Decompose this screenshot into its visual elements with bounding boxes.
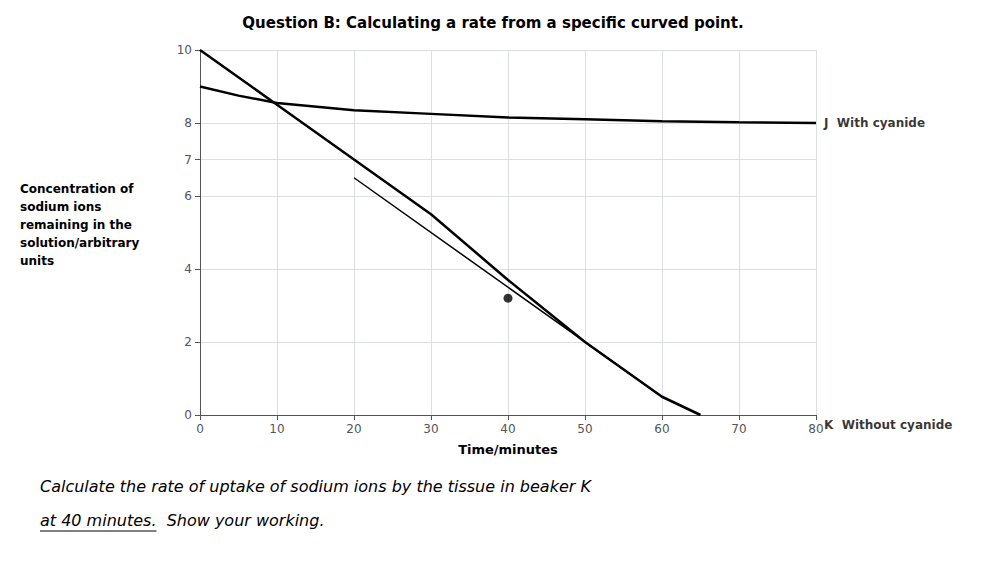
svg-text:J With cyanide: J With cyanide [823,116,925,130]
svg-text:80: 80 [808,422,823,436]
svg-text:10: 10 [177,43,192,57]
svg-text:K Without cyanide: K Without cyanide [824,418,952,432]
svg-text:20: 20 [346,422,361,436]
svg-text:0: 0 [184,408,192,422]
svg-text:Question B: Calculating a rate: Question B: Calculating a rate from a sp… [242,14,743,32]
svg-text:6: 6 [184,189,192,203]
svg-text:Concentration of: Concentration of [20,182,134,196]
svg-text:4: 4 [184,262,192,276]
svg-text:Calculate the rate of uptake o: Calculate the rate of uptake of sodium i… [40,477,592,496]
svg-text:solution/arbitrary: solution/arbitrary [20,236,139,250]
svg-text:60: 60 [654,422,669,436]
svg-text:Time/minutes: Time/minutes [458,442,558,457]
svg-text:sodium ions: sodium ions [20,200,101,214]
svg-text:2: 2 [184,335,192,349]
svg-text:40: 40 [500,422,515,436]
svg-text:remaining in the: remaining in the [20,218,132,232]
svg-text:0: 0 [196,422,204,436]
svg-text:50: 50 [577,422,592,436]
svg-text:70: 70 [731,422,746,436]
svg-text:at 40 minutes.: at 40 minutes. [40,511,156,530]
svg-text:8: 8 [184,116,192,130]
svg-text:units: units [20,254,54,268]
svg-text:Show your working.: Show your working. [156,511,324,530]
svg-text:7: 7 [184,153,192,167]
svg-text:10: 10 [269,422,284,436]
svg-text:30: 30 [423,422,438,436]
